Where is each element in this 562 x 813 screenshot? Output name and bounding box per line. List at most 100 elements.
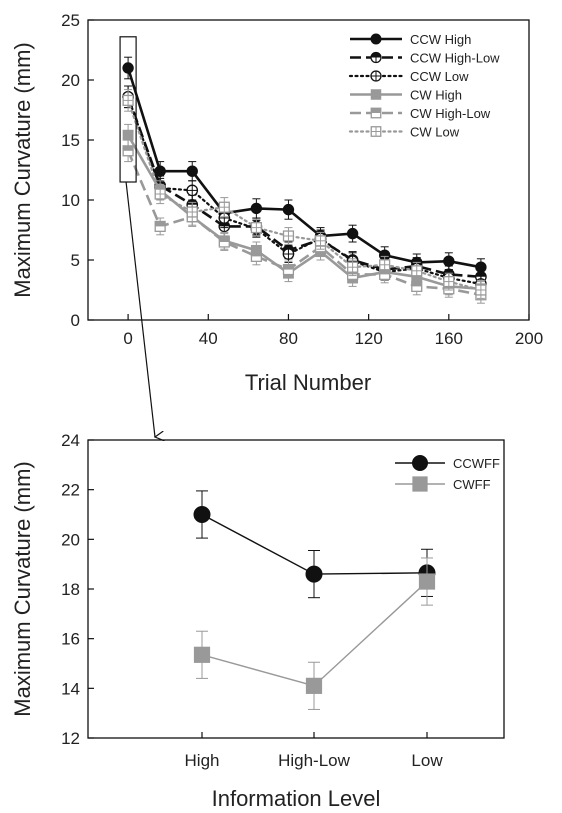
top-series-ccw-high-point-10 xyxy=(443,255,455,267)
top-series-cw-low-point-1 xyxy=(154,188,166,200)
bottom-y-tick-label-12: 12 xyxy=(61,729,80,748)
bottom-series-group xyxy=(193,490,436,710)
top-legend-cw-high-marker xyxy=(370,89,382,100)
top-series-ccw-high-point-2 xyxy=(186,165,198,177)
top-series-ccw-low-point-2 xyxy=(186,184,199,197)
top-series-cw-high-low-point-5 xyxy=(282,264,295,276)
top-series-cw-high-low-point-5-half xyxy=(283,264,294,270)
top-series-cw-high-low-point-1 xyxy=(154,220,166,232)
top-series-ccw-high-point-10-shape xyxy=(443,255,455,267)
top-legend-cw-low-marker xyxy=(370,126,382,137)
top-legend-ccw-high-low-marker xyxy=(370,51,382,64)
top-legend-ccw-high: CCW High xyxy=(350,32,471,47)
top-y-axis: 0 5 10 15 20 25 xyxy=(61,11,94,330)
top-series-cw-high-low-line xyxy=(126,150,482,297)
top-series-cw-high-low-point-1-half xyxy=(155,221,166,227)
top-series-cw-high-low-point-9-half xyxy=(411,281,422,287)
top-series-cw-high-low-point-3 xyxy=(218,236,230,248)
top-legend-cw-high-low-label: CW High-Low xyxy=(410,106,491,121)
bottom-y-tick-label-16: 16 xyxy=(61,630,80,649)
bottom-y-tick-label-24: 24 xyxy=(61,431,80,450)
top-x-tick-label-200: 200 xyxy=(515,329,543,348)
top-legend-ccw-high-low: CCW High-Low xyxy=(350,51,500,66)
bottom-series-cwff xyxy=(193,557,436,710)
bottom-series-cwff-point-2-shape xyxy=(418,573,436,590)
top-series-ccw-high-point-7-shape xyxy=(346,227,359,240)
top-y-tick-label-15: 15 xyxy=(61,131,80,150)
top-series-ccw-low-point-5 xyxy=(282,248,295,260)
top-series-cw-high-low-point-0-half xyxy=(123,145,134,151)
top-y-axis-title: Maximum Curvature (mm) xyxy=(10,42,35,297)
top-series-ccw-low-point-3 xyxy=(218,212,231,224)
top-series-cw-high-low-point-4 xyxy=(250,250,262,262)
top-y-tick-label-25: 25 xyxy=(61,11,80,30)
top-series-cw-low xyxy=(122,89,487,299)
top-series-cw-high-low-point-3-half xyxy=(219,237,230,242)
top-series-cw-low-point-4 xyxy=(250,222,262,234)
top-series-cw-high-low-point-9 xyxy=(411,280,423,292)
top-series-cw-high xyxy=(122,123,487,298)
bottom-series-cwff-point-1 xyxy=(305,677,323,694)
top-legend-ccw-high-low-label: CCW High-Low xyxy=(410,51,500,66)
top-legend-ccw-low-marker xyxy=(370,70,382,82)
bottom-series-cwff-point-0-shape xyxy=(193,646,211,663)
top-y-tick-label-10: 10 xyxy=(61,191,80,210)
top-series-cw-low-point-10 xyxy=(443,276,455,288)
bottom-legend-cwff: CWFF xyxy=(395,476,491,492)
top-series-cw-low-point-8 xyxy=(379,259,391,271)
top-series-cw-low-point-2 xyxy=(186,206,198,218)
top-series-cw-low-point-6 xyxy=(314,235,327,247)
bottom-x-tick-label-high: High xyxy=(185,751,220,770)
bottom-plot-frame xyxy=(87,439,505,739)
top-x-tick-label-80: 80 xyxy=(279,329,298,348)
top-series-group xyxy=(122,56,487,304)
top-series-cw-low-point-0 xyxy=(122,94,134,106)
top-legend-cw-low: CW Low xyxy=(348,125,460,140)
top-legend-cw-high-low-marker-half xyxy=(371,108,381,113)
top-series-cw-high-point-0-shape xyxy=(122,129,134,141)
bottom-x-axis-title: Information Level xyxy=(212,786,381,811)
top-series-ccw-high-point-0 xyxy=(122,62,134,74)
top-series-cw-high-line xyxy=(126,134,481,291)
top-x-tick-label-120: 120 xyxy=(354,329,382,348)
bottom-y-axis-title: Maximum Curvature (mm) xyxy=(10,461,35,716)
zoom-arrow xyxy=(125,181,155,437)
bottom-series-cwff-point-1-shape xyxy=(305,677,323,694)
bottom-y-tick-label-22: 22 xyxy=(61,481,80,500)
bottom-y-axis: 12 14 16 18 20 22 24 xyxy=(61,431,94,748)
top-legend-ccw-low: CCW Low xyxy=(348,69,469,84)
top-series-ccw-high-point-4 xyxy=(250,202,263,215)
top-series-cw-low-point-9 xyxy=(411,265,423,277)
top-legend: CCW High CCW High-Low CCW Low CW High CW Hig… xyxy=(348,32,500,140)
top-series-cw-high-point-0 xyxy=(122,129,134,141)
top-series-cw-low-point-7 xyxy=(347,261,359,273)
bottom-legend-ccwff-marker-shape xyxy=(412,455,428,471)
top-x-tick-label-0: 0 xyxy=(123,329,132,348)
bottom-series-cwff-point-0 xyxy=(193,646,211,663)
bottom-legend-ccwff: CCWFF xyxy=(395,455,500,471)
top-legend-ccw-high-marker-shape xyxy=(370,33,382,45)
top-y-tick-label-0: 0 xyxy=(71,311,80,330)
bottom-y-tick-label-18: 18 xyxy=(61,580,80,599)
bottom-y-tick-label-20: 20 xyxy=(61,530,80,549)
top-legend-ccw-low-label: CCW Low xyxy=(410,69,469,84)
bottom-legend-cwff-marker-shape xyxy=(412,476,428,492)
top-y-tick-label-20: 20 xyxy=(61,71,80,90)
top-y-tick-label-5: 5 xyxy=(71,251,80,270)
top-legend-cw-high-low: CW High-Low xyxy=(350,106,491,121)
bottom-series-ccwff xyxy=(193,490,436,599)
top-series-cw-low-point-5 xyxy=(282,230,295,242)
bottom-legend-cwff-label: CWFF xyxy=(453,477,491,492)
top-x-tick-label-40: 40 xyxy=(199,329,218,348)
bottom-legend-cwff-marker xyxy=(412,476,428,492)
top-series-ccw-high-point-7 xyxy=(346,227,359,240)
top-series-ccw-high-point-4-shape xyxy=(250,202,263,215)
top-series-ccw-high-point-5 xyxy=(282,203,295,216)
top-x-axis-title: Trial Number xyxy=(245,370,371,395)
top-x-axis: 0 40 80 120 160 200 xyxy=(123,314,543,348)
top-series-ccw-high-point-2-shape xyxy=(186,165,198,177)
bottom-series-ccwff-point-1-shape xyxy=(305,565,323,583)
bottom-series-ccwff-point-1 xyxy=(305,565,323,583)
